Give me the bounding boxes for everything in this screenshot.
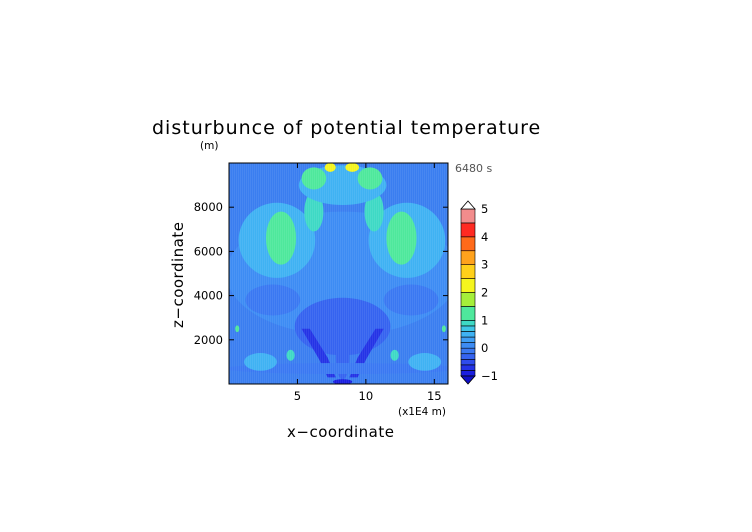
y-tick-label: 2000: [194, 333, 223, 347]
colorbar-level: [460, 264, 476, 279]
y-tick-label: 4000: [194, 289, 223, 303]
x-axis-label: x−coordinate: [287, 423, 394, 441]
y-axis-label: z−coordinate: [169, 222, 187, 328]
colorbar-level: [460, 208, 476, 224]
colorbar-level: [460, 306, 476, 321]
colorbar-over-triangle: [460, 200, 476, 210]
colorbar-tick-label: 5: [481, 202, 488, 216]
colorbar-level: [460, 292, 476, 307]
colorbar-level: [460, 353, 476, 360]
y-axis-ticks: 2000 4000 6000 8000: [194, 200, 448, 347]
colorbar-level: [460, 370, 476, 377]
x-unit-label: (x1E4 m): [398, 406, 446, 418]
x-tick-label: 5: [294, 389, 301, 403]
x-tick-label: 10: [359, 389, 374, 403]
y-unit-label: (m): [200, 140, 218, 152]
y-tick-label: 6000: [194, 244, 223, 258]
colorbar-level: [460, 325, 476, 332]
colorbar-under-triangle: [460, 375, 476, 385]
colorbar-tick-label: 2: [481, 286, 488, 300]
x-tick-label: 15: [427, 389, 442, 403]
plot-frame: [228, 162, 449, 385]
colorbar-tick-label: −1: [481, 369, 498, 383]
colorbar-level: [460, 236, 476, 252]
colorbar-level: [460, 358, 476, 366]
colorbar-tick-label: 4: [481, 230, 488, 244]
colorbar-level: [460, 347, 476, 355]
colorbar: −1 0 1 2 3 4 5: [460, 200, 498, 385]
colorbar-level: [460, 331, 476, 338]
colorbar-level: [460, 342, 476, 349]
colorbar-level: [460, 364, 476, 371]
colorbar-tick-label: 3: [481, 258, 488, 272]
chart-title: disturbunce of potential temperature: [152, 117, 541, 139]
colorbar-level: [460, 320, 476, 327]
field-texture: [229, 163, 448, 384]
colorbar-tick-label: 0: [481, 341, 488, 355]
colorbar-level: [460, 222, 476, 238]
y-tick-label: 8000: [194, 200, 223, 214]
x-axis-ticks: 5 10 15: [294, 163, 442, 403]
colorbar-level: [460, 278, 476, 293]
time-label: 6480 s: [455, 162, 492, 175]
colorbar-tick-label: 1: [481, 313, 488, 327]
colorbar-level: [460, 336, 476, 343]
colorbar-level: [460, 250, 476, 265]
